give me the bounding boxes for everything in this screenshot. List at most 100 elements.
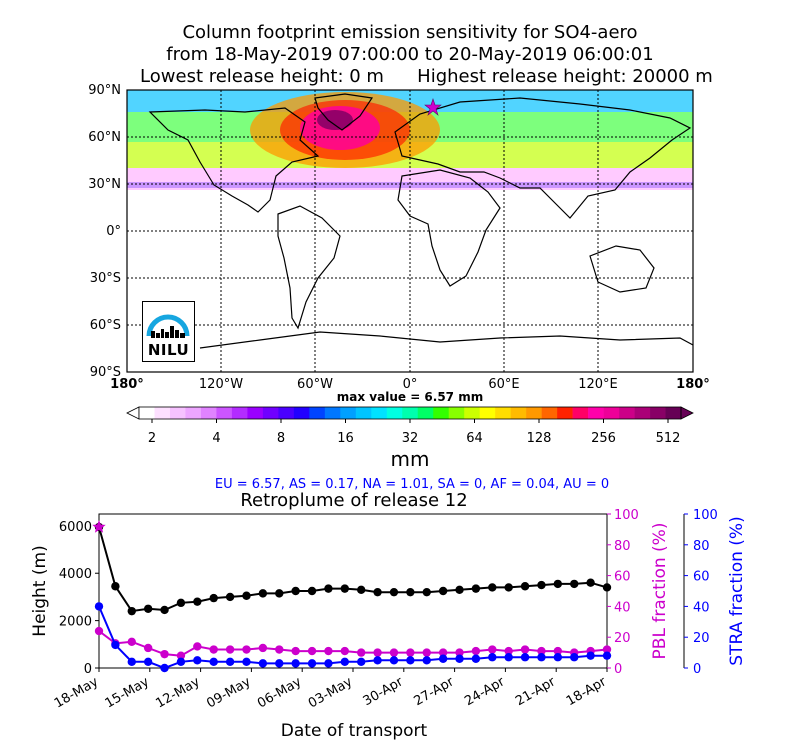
point-pbl	[160, 649, 169, 659]
point-height	[291, 586, 300, 596]
colorbar-segment	[139, 407, 155, 419]
colorbar-segment	[216, 407, 233, 419]
colorbar-segment	[231, 407, 248, 419]
colorbar-segment	[371, 407, 388, 419]
colorbar-segment	[526, 407, 542, 419]
point-stra	[258, 659, 268, 668]
point-stra	[111, 640, 120, 650]
x-tick-label: 21-Apr	[513, 674, 559, 709]
point-pbl	[275, 645, 284, 654]
lon-label: 120°W	[199, 377, 243, 392]
lon-labels: 180° 120°W 60°W 0° 60°E 120°E 180°	[110, 377, 710, 392]
colorbar-segment	[479, 407, 496, 419]
point-height	[193, 597, 202, 606]
colorbar-tick-label: 8	[277, 431, 285, 446]
pbl-tick-label: 100	[614, 508, 639, 523]
australia-outline	[589, 245, 655, 293]
point-stra	[176, 657, 186, 667]
point-pbl	[225, 645, 235, 654]
point-pbl	[537, 646, 546, 656]
point-pbl	[488, 645, 497, 654]
point-stra	[307, 659, 317, 668]
point-pbl	[143, 643, 153, 653]
height-tick-label: 0	[84, 662, 92, 677]
colorbar-arrow-left	[126, 406, 140, 420]
land-outlines	[148, 93, 694, 349]
pbl-tick-label: 80	[614, 539, 631, 554]
map-gridlines	[127, 90, 693, 372]
point-stra	[143, 657, 153, 667]
point-height	[438, 586, 448, 596]
height-tick-label: 2000	[59, 615, 92, 630]
x-tick-label: 06-May	[255, 674, 304, 711]
point-stra	[160, 663, 169, 673]
point-height	[455, 585, 464, 595]
colorbar-segment	[154, 407, 171, 419]
point-stra	[520, 653, 530, 662]
point-stra	[94, 602, 104, 611]
field-core-purple	[317, 110, 353, 130]
lon-label: 60°W	[297, 377, 333, 392]
lat-label: 60°N	[88, 130, 121, 145]
colorbar-segment	[557, 407, 573, 419]
lat-labels: 90°N 60°N 30°N 0° 30°S 60°S 90°S	[88, 83, 121, 380]
point-pbl	[422, 648, 431, 657]
point-stra	[455, 654, 464, 663]
colorbar-segment	[185, 407, 202, 419]
x-tick-label: 15-May	[103, 674, 152, 711]
point-stra	[488, 653, 497, 662]
x-tick-label: 24-Apr	[462, 674, 508, 709]
pbl-tick-label: 0	[614, 662, 622, 677]
colorbar-segment	[588, 407, 604, 419]
point-stra	[570, 653, 579, 662]
start-star-icon	[92, 520, 106, 533]
colorbar-tick-label: 4	[212, 431, 220, 446]
lat-label: 30°N	[88, 177, 121, 192]
point-height	[373, 587, 382, 597]
point-height	[242, 591, 251, 600]
stra-tick-label: 80	[693, 539, 710, 554]
africa-outline	[397, 169, 501, 287]
point-pbl	[324, 646, 333, 656]
x-tick-label: 12-May	[153, 674, 202, 711]
greenland-outline	[314, 93, 374, 131]
point-stra	[340, 657, 350, 667]
point-height	[340, 584, 350, 593]
point-height	[127, 606, 136, 616]
colorbar-segment	[448, 407, 465, 419]
point-height	[602, 583, 612, 592]
lon-label: 180°	[110, 377, 144, 392]
point-height	[324, 584, 333, 593]
colorbar-tick-label: 256	[591, 431, 616, 446]
colorbar-segment	[278, 407, 295, 419]
stra-tick-label: 20	[693, 631, 710, 646]
x-tick-label: 18-Apr	[564, 674, 610, 709]
colorbar-segment	[386, 407, 403, 419]
title-highest-height: Highest release height: 20000 m	[417, 66, 713, 87]
retroplume-chart: 0 2000 4000 6000 0 20 40 60 80 100 0 20 40 60 80 100 18-…	[52, 508, 718, 712]
point-pbl	[504, 646, 513, 656]
point-stra	[602, 651, 612, 660]
north-america-outline	[148, 107, 320, 213]
point-stra	[127, 657, 136, 667]
lon-label: 120°E	[578, 377, 618, 392]
lat-label: 90°S	[90, 365, 121, 380]
point-pbl	[340, 646, 350, 656]
colorbar-segment	[510, 407, 527, 419]
plot-area	[98, 513, 608, 669]
point-stra	[275, 659, 284, 668]
point-stra	[438, 654, 448, 663]
x-tick-label: 30-Apr	[361, 674, 407, 709]
colorbar-segment	[541, 407, 558, 419]
colorbar-tick-label: 64	[466, 431, 483, 446]
pbl-axis-label: PBL fraction (%)	[650, 523, 670, 660]
colorbar-segment	[464, 407, 480, 419]
colorbar-segment	[262, 407, 279, 419]
eurasia-outline	[394, 97, 692, 219]
colorbar-segment	[495, 407, 511, 419]
pbl-tick-label: 20	[614, 631, 631, 646]
point-stra	[324, 659, 333, 668]
lon-label: 0°	[403, 377, 418, 392]
point-stra	[193, 656, 202, 665]
